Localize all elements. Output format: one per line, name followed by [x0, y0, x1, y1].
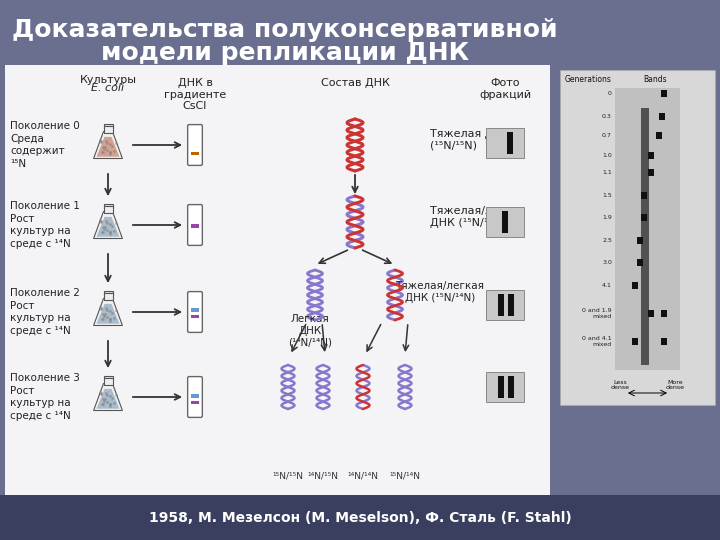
- Bar: [661, 338, 667, 345]
- Bar: [0, 495, 720, 540]
- Bar: [191, 308, 199, 312]
- Bar: [656, 132, 662, 139]
- FancyBboxPatch shape: [188, 205, 202, 245]
- Text: 0.3: 0.3: [602, 114, 612, 119]
- Text: 1958, М. Мезелсон (M. Meselson), Ф. Сталь (F. Stahl): 1958, М. Мезелсон (M. Meselson), Ф. Стал…: [148, 511, 572, 525]
- Text: ¹⁴N/¹⁵N: ¹⁴N/¹⁵N: [307, 471, 338, 481]
- Text: E. coli: E. coli: [91, 83, 125, 93]
- FancyBboxPatch shape: [188, 292, 202, 333]
- Bar: [104, 124, 112, 128]
- Text: ¹⁵N/¹⁴N: ¹⁵N/¹⁴N: [390, 471, 420, 481]
- Bar: [191, 315, 199, 319]
- Bar: [486, 372, 524, 402]
- Bar: [661, 90, 667, 97]
- Text: 1.5: 1.5: [602, 193, 612, 198]
- Text: 0 and 1.9
mixed: 0 and 1.9 mixed: [582, 308, 612, 319]
- Bar: [648, 310, 654, 317]
- Text: Состав ДНК: Состав ДНК: [320, 78, 390, 88]
- Text: 1.1: 1.1: [602, 170, 612, 175]
- Text: 1.0: 1.0: [602, 153, 612, 158]
- Text: More
dense: More dense: [665, 380, 685, 390]
- Text: 0 and 4.1
mixed: 0 and 4.1 mixed: [582, 336, 612, 347]
- Bar: [498, 294, 504, 316]
- Bar: [486, 290, 524, 320]
- Polygon shape: [96, 217, 120, 237]
- Text: Доказательства полуконсервативной: Доказательства полуконсервативной: [12, 18, 558, 42]
- Text: 4.1: 4.1: [602, 283, 612, 288]
- Bar: [642, 214, 647, 221]
- Bar: [560, 70, 715, 405]
- Text: Тяжелая ДНК
(¹⁵N/¹⁵N): Тяжелая ДНК (¹⁵N/¹⁵N): [430, 129, 510, 151]
- Bar: [615, 88, 680, 370]
- Text: ДНК в
градиенте
CsCl: ДНК в градиенте CsCl: [164, 78, 226, 111]
- Text: Generations: Generations: [564, 75, 611, 84]
- Bar: [502, 211, 508, 233]
- Text: Тяжелая/легкая
ДНК (¹⁵N/¹⁴N): Тяжелая/легкая ДНК (¹⁵N/¹⁴N): [430, 206, 526, 228]
- Text: Поколение 0
Среда
содержит
¹⁵N: Поколение 0 Среда содержит ¹⁵N: [10, 122, 80, 168]
- Text: Фото
фракций: Фото фракций: [479, 78, 531, 99]
- Bar: [104, 376, 112, 380]
- Bar: [5, 65, 550, 495]
- Text: 0.7: 0.7: [602, 133, 612, 138]
- Bar: [642, 192, 647, 199]
- Text: Легкая
ДНК
(¹⁴N/¹⁴N): Легкая ДНК (¹⁴N/¹⁴N): [288, 314, 332, 347]
- Text: 1.9: 1.9: [602, 215, 612, 220]
- Bar: [641, 108, 649, 365]
- Text: Поколение 2
Рост
культур на
среде с ¹⁴N: Поколение 2 Рост культур на среде с ¹⁴N: [10, 288, 80, 335]
- Polygon shape: [94, 383, 122, 410]
- Bar: [104, 126, 112, 133]
- Bar: [631, 282, 637, 289]
- Bar: [486, 128, 524, 158]
- Bar: [631, 338, 637, 345]
- Bar: [104, 291, 112, 295]
- Bar: [486, 207, 524, 237]
- Polygon shape: [94, 132, 122, 159]
- Text: модели репликации ДНК: модели репликации ДНК: [101, 41, 469, 65]
- Bar: [191, 152, 199, 155]
- Polygon shape: [94, 212, 122, 239]
- Text: 2.5: 2.5: [602, 238, 612, 243]
- Bar: [508, 376, 513, 398]
- Bar: [104, 204, 112, 208]
- Bar: [648, 169, 654, 176]
- Bar: [191, 224, 199, 227]
- Bar: [104, 293, 112, 300]
- Bar: [104, 206, 112, 213]
- Bar: [104, 378, 112, 386]
- Bar: [508, 294, 513, 316]
- Bar: [636, 259, 643, 266]
- Bar: [191, 394, 199, 398]
- Bar: [191, 401, 199, 404]
- Text: 0: 0: [608, 91, 612, 96]
- FancyBboxPatch shape: [188, 125, 202, 165]
- Bar: [661, 310, 667, 317]
- Text: Поколение 1
Рост
культур на
среде с ¹⁴N: Поколение 1 Рост культур на среде с ¹⁴N: [10, 201, 80, 248]
- Text: Тяжелая/легкая
ДНК (¹⁵N/¹⁴N): Тяжелая/легкая ДНК (¹⁵N/¹⁴N): [395, 281, 485, 303]
- Bar: [659, 113, 665, 120]
- Text: Культуры: Культуры: [79, 75, 137, 85]
- Text: ¹⁵N/¹⁵N: ¹⁵N/¹⁵N: [272, 471, 304, 481]
- Text: Less
dense: Less dense: [611, 380, 629, 390]
- Text: 3.0: 3.0: [602, 260, 612, 265]
- Bar: [636, 237, 643, 244]
- Text: Bands: Bands: [643, 75, 667, 84]
- Bar: [498, 376, 504, 398]
- Polygon shape: [94, 299, 122, 326]
- Text: Поколение 3
Рост
культур на
среде с ¹⁴N: Поколение 3 Рост культур на среде с ¹⁴N: [10, 373, 80, 421]
- Polygon shape: [96, 137, 120, 157]
- Polygon shape: [96, 304, 120, 323]
- Polygon shape: [96, 389, 120, 409]
- Text: ¹⁴N/¹⁴N: ¹⁴N/¹⁴N: [348, 471, 379, 481]
- Bar: [507, 132, 513, 154]
- Bar: [648, 152, 654, 159]
- FancyBboxPatch shape: [188, 376, 202, 417]
